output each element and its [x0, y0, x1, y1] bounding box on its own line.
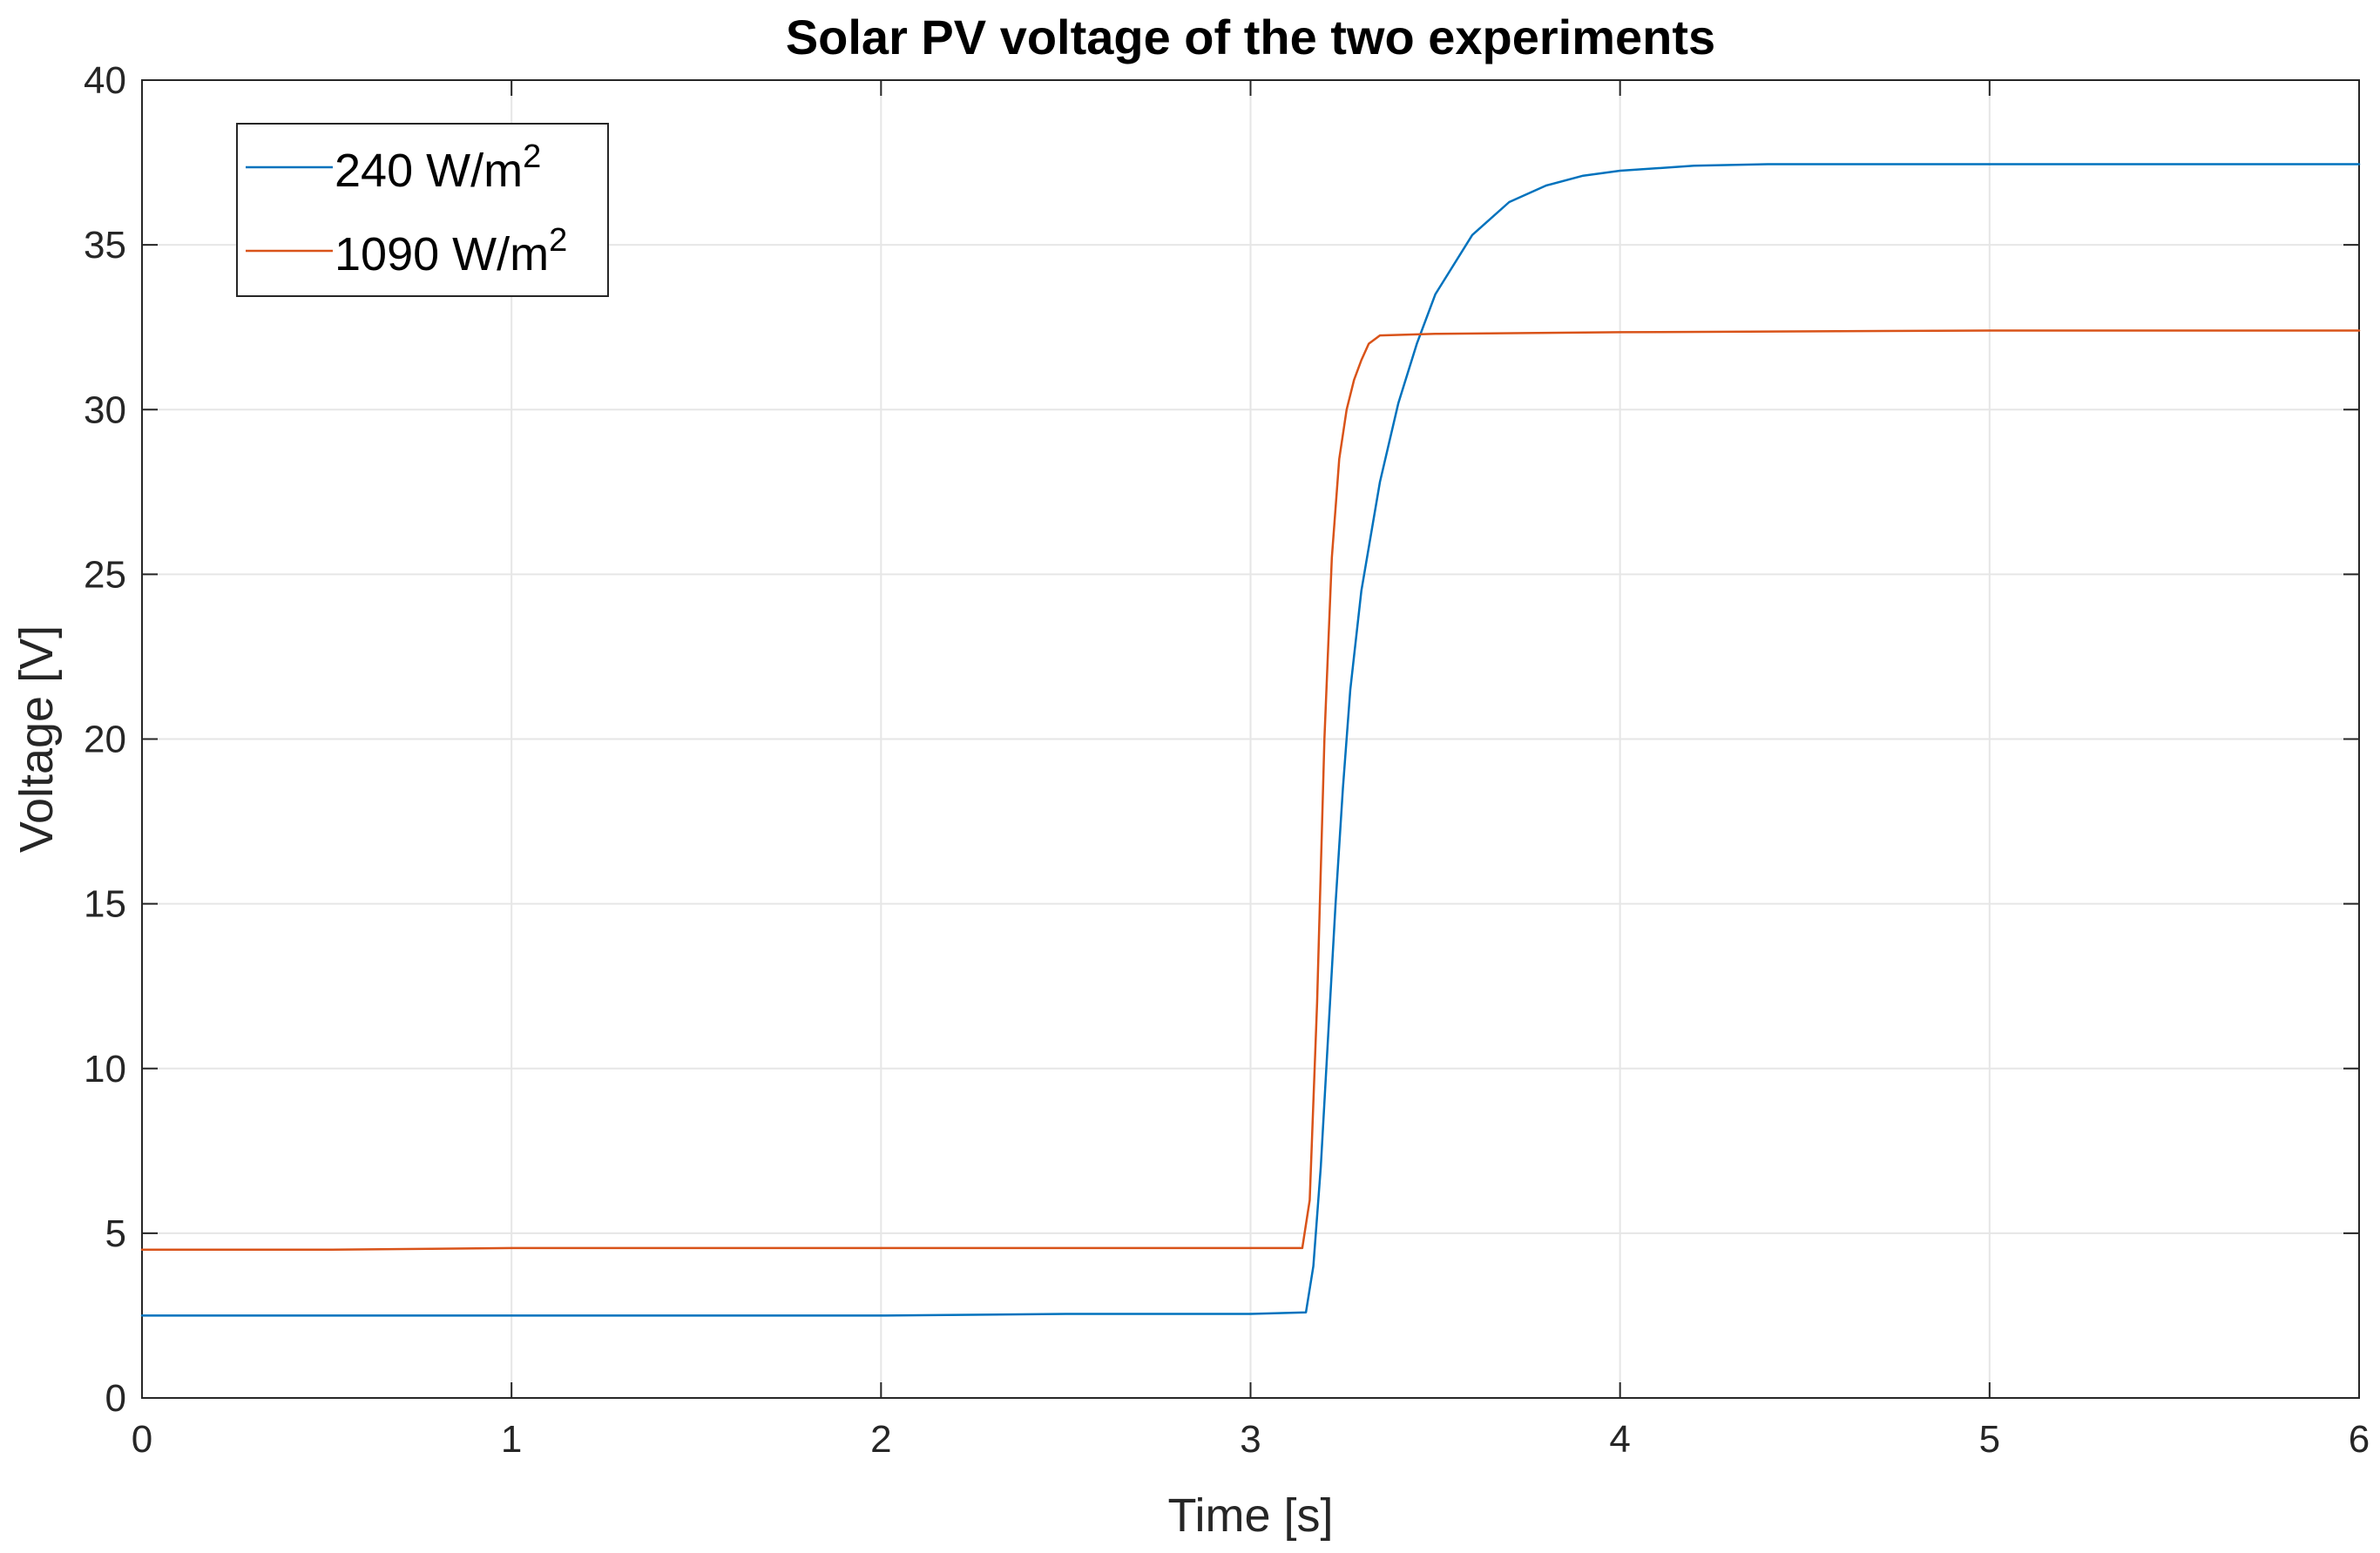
axis-ticks: 0 1 2 3 4 5 6 0 5 10 15 20 25 30 35 40 [84, 59, 2370, 1461]
series [140, 163, 2361, 1317]
x-tick-label-1: 1 [501, 1418, 522, 1461]
legend-label-240-sup: 2 [523, 138, 541, 175]
y-tick-label-30: 30 [84, 388, 126, 431]
legend-label-240: 240 W/m2 [335, 138, 541, 197]
legend-label-1090-sup: 2 [549, 222, 567, 259]
y-tick-label-0: 0 [105, 1377, 126, 1420]
x-axis-label: Time [s] [1167, 1489, 1333, 1542]
y-tick-label-20: 20 [84, 719, 126, 761]
legend-box [236, 123, 609, 297]
legend: 240 W/m2 1090 W/m2 [236, 123, 609, 297]
x-tick-label-4: 4 [1609, 1418, 1630, 1461]
series-line-1 [140, 329, 2361, 1252]
series-line-0 [140, 163, 2361, 1317]
y-tick-label-40: 40 [84, 59, 126, 102]
x-tick-label-0: 0 [132, 1418, 152, 1461]
x-tick-label-2: 2 [870, 1418, 891, 1461]
y-tick-label-5: 5 [105, 1212, 126, 1255]
y-tick-label-35: 35 [84, 224, 126, 267]
y-tick-label-25: 25 [84, 553, 126, 596]
x-tick-label-5: 5 [1979, 1418, 2000, 1461]
y-tick-label-10: 10 [84, 1048, 126, 1090]
x-tick-label-6: 6 [2349, 1418, 2370, 1461]
chart-title: Solar PV voltage of the two experiments [786, 10, 1715, 64]
x-tick-label-3: 3 [1240, 1418, 1261, 1461]
y-axis-label: Voltage [V] [10, 625, 63, 853]
grid [142, 80, 2359, 1398]
legend-label-1090-base: 1090 W/m [335, 228, 549, 280]
legend-label-1090: 1090 W/m2 [335, 222, 567, 280]
legend-label-240-base: 240 W/m [335, 145, 523, 197]
y-tick-label-15: 15 [84, 883, 126, 926]
